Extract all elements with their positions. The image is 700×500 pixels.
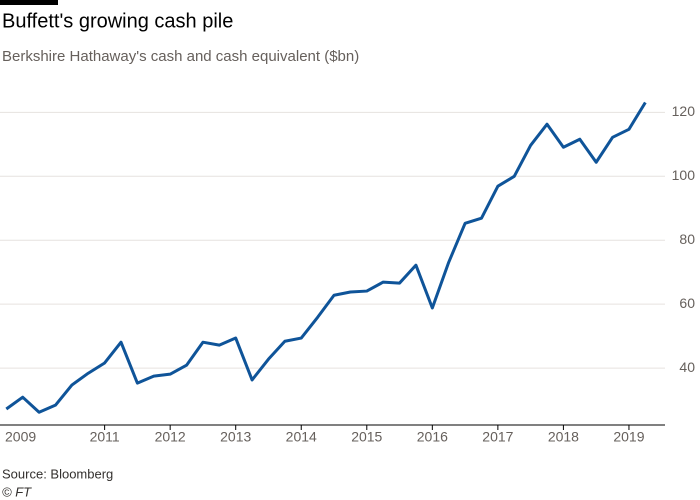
x-tick-label: 2019 (613, 429, 644, 445)
x-tick-label: 2011 (90, 429, 120, 445)
x-tick-label: 2009 (5, 429, 36, 445)
y-tick-label: 40 (679, 359, 695, 375)
y-tick-label: 100 (672, 167, 696, 183)
y-tick-label: 60 (679, 295, 695, 311)
chart-subtitle: Berkshire Hathaway's cash and cash equiv… (2, 48, 359, 65)
chart-title: Buffett's growing cash pile (2, 10, 233, 32)
x-tick-label: 2017 (482, 429, 513, 445)
data-line (5, 101, 647, 414)
credit: © FT (2, 484, 32, 499)
x-tick-label: 2013 (220, 429, 251, 445)
y-tick-label: 80 (679, 231, 695, 247)
x-tick-label: 2015 (351, 429, 382, 445)
title-bar (0, 0, 58, 5)
source: Source: Bloomberg (2, 466, 113, 481)
x-tick-label: 2018 (548, 429, 579, 445)
x-tick-label: 2012 (155, 429, 186, 445)
x-tick-label: 2016 (417, 429, 448, 445)
y-tick-label: 120 (672, 103, 696, 119)
x-tick-label: 2014 (286, 429, 317, 445)
